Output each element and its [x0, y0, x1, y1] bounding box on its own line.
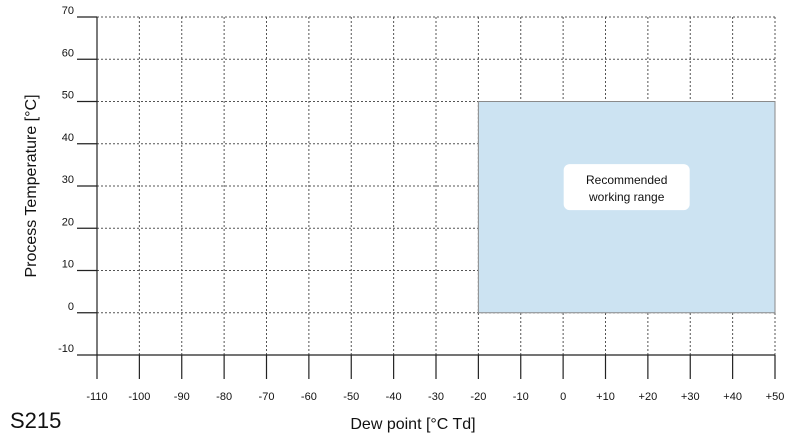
x-tick-label: -80	[216, 391, 232, 403]
x-tick-label: -20	[470, 391, 486, 403]
annotation-box	[563, 164, 690, 211]
model-label: S215	[10, 408, 61, 433]
annotation-line-2: working range	[588, 190, 665, 204]
x-tick-label: -30	[428, 391, 444, 403]
x-tick-label: 0	[560, 391, 566, 403]
y-tick-label: 10	[62, 259, 74, 271]
x-tick-label: -70	[259, 391, 275, 403]
x-tick-label: +50	[766, 391, 785, 403]
y-tick-label: 20	[62, 216, 74, 228]
y-tick-label: 40	[62, 132, 74, 144]
x-axis-title: Dew point [°C Td]	[350, 416, 475, 433]
x-tick-label: -100	[128, 391, 150, 403]
y-tick-label: 50	[62, 90, 74, 102]
y-tick-label: 70	[62, 5, 74, 17]
x-tick-label: -60	[301, 391, 317, 403]
x-tick-label: -40	[386, 391, 402, 403]
x-tick-label: +40	[723, 391, 742, 403]
working-range-annotation: Recommended working range	[563, 164, 690, 211]
y-tick-label: 0	[68, 301, 74, 313]
x-tick-label: -10	[513, 391, 529, 403]
x-tick-labels: -110 -100 -90 -80 -70 -60 -50 -40 -30 -20 -10 0 +10 +…	[86, 391, 784, 403]
y-tick-labels: -10 0 10 20 30 40 50 60 70	[58, 5, 74, 355]
x-tick-label: -110	[86, 391, 107, 403]
x-tick-label: +20	[639, 391, 658, 403]
y-tick-label: -10	[58, 343, 74, 355]
y-axis-title: Process Temperature [°C]	[23, 94, 40, 277]
x-tick-label: +30	[681, 391, 700, 403]
x-tick-label: -90	[174, 391, 190, 403]
annotation-line-1: Recommended	[586, 173, 667, 187]
x-tick-label: +10	[596, 391, 615, 403]
axis-layer	[77, 16, 776, 379]
x-tick-label: -50	[343, 391, 359, 403]
y-tick-label: 60	[62, 47, 74, 59]
y-tick-label: 30	[62, 174, 74, 186]
